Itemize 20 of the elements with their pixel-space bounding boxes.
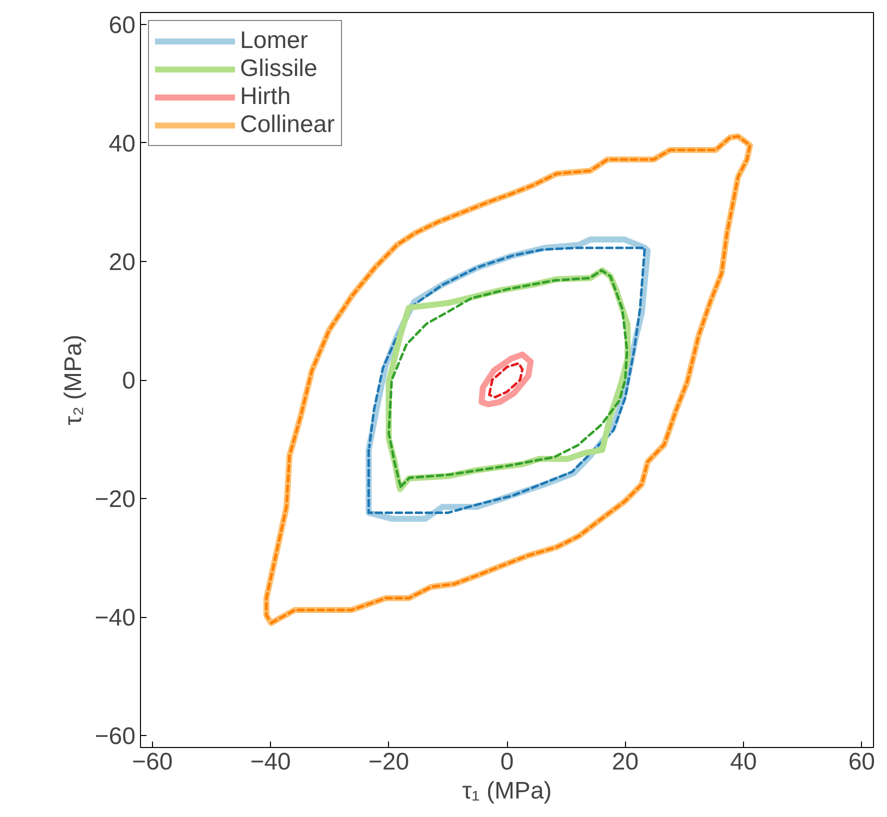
x-tick-label: −60 <box>132 748 173 776</box>
legend-label: Hirth <box>240 83 291 111</box>
legend-label: Glissile <box>240 55 318 83</box>
x-tick-label: −40 <box>250 748 291 776</box>
y-tick-label: −60 <box>94 723 136 750</box>
y-axis-title: τ₂ (MPa) <box>60 334 87 426</box>
y-tick-label: −20 <box>94 486 136 514</box>
x-tick-label: 60 <box>848 748 876 776</box>
y-tick-label: 40 <box>108 130 136 158</box>
x-tick-label: 40 <box>730 748 757 776</box>
legend-label: Lomer <box>240 27 308 55</box>
x-tick-label: −20 <box>368 748 410 776</box>
y-tick-label: 20 <box>108 248 136 276</box>
legend-label: Collinear <box>240 111 335 139</box>
y-tick-label: 60 <box>108 12 136 39</box>
x-tick-label: 20 <box>612 748 639 776</box>
y-tick-label: −40 <box>94 604 136 632</box>
x-tick-label: 0 <box>500 748 514 776</box>
x-axis-title: τ₁ (MPa) <box>462 778 552 804</box>
y-tick-label: 0 <box>122 368 136 394</box>
